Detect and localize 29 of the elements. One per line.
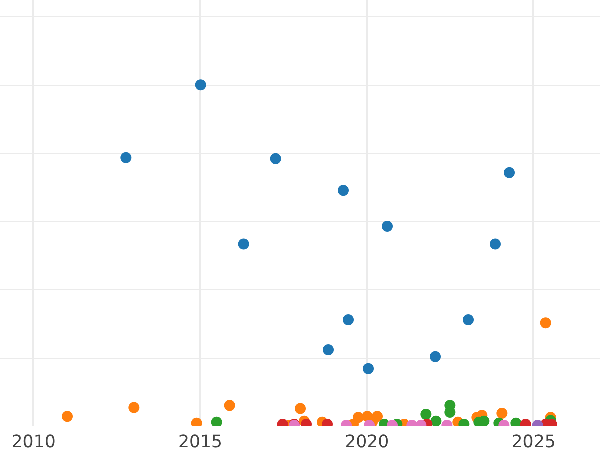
point xyxy=(195,80,206,91)
point xyxy=(504,167,515,178)
point xyxy=(463,314,474,326)
point xyxy=(490,238,501,250)
x-tick-label: 2015 xyxy=(178,432,223,450)
point xyxy=(496,408,508,420)
point xyxy=(323,344,334,356)
point xyxy=(382,220,393,232)
point xyxy=(62,411,73,422)
point xyxy=(238,238,250,250)
point xyxy=(343,314,354,326)
point xyxy=(420,409,432,420)
point xyxy=(295,403,306,414)
point xyxy=(353,412,364,424)
x-tick-label: 2010 xyxy=(12,432,56,450)
point xyxy=(510,418,522,426)
point xyxy=(338,185,349,196)
point xyxy=(128,402,140,414)
point xyxy=(430,416,442,426)
point xyxy=(363,363,374,374)
point xyxy=(120,152,132,164)
point xyxy=(430,351,441,362)
point xyxy=(211,416,222,426)
point xyxy=(191,418,202,426)
point xyxy=(224,400,236,412)
point xyxy=(540,318,552,329)
x-tick-label: 2020 xyxy=(345,432,390,450)
x-tick-label: 2025 xyxy=(512,432,556,450)
point xyxy=(270,153,282,164)
